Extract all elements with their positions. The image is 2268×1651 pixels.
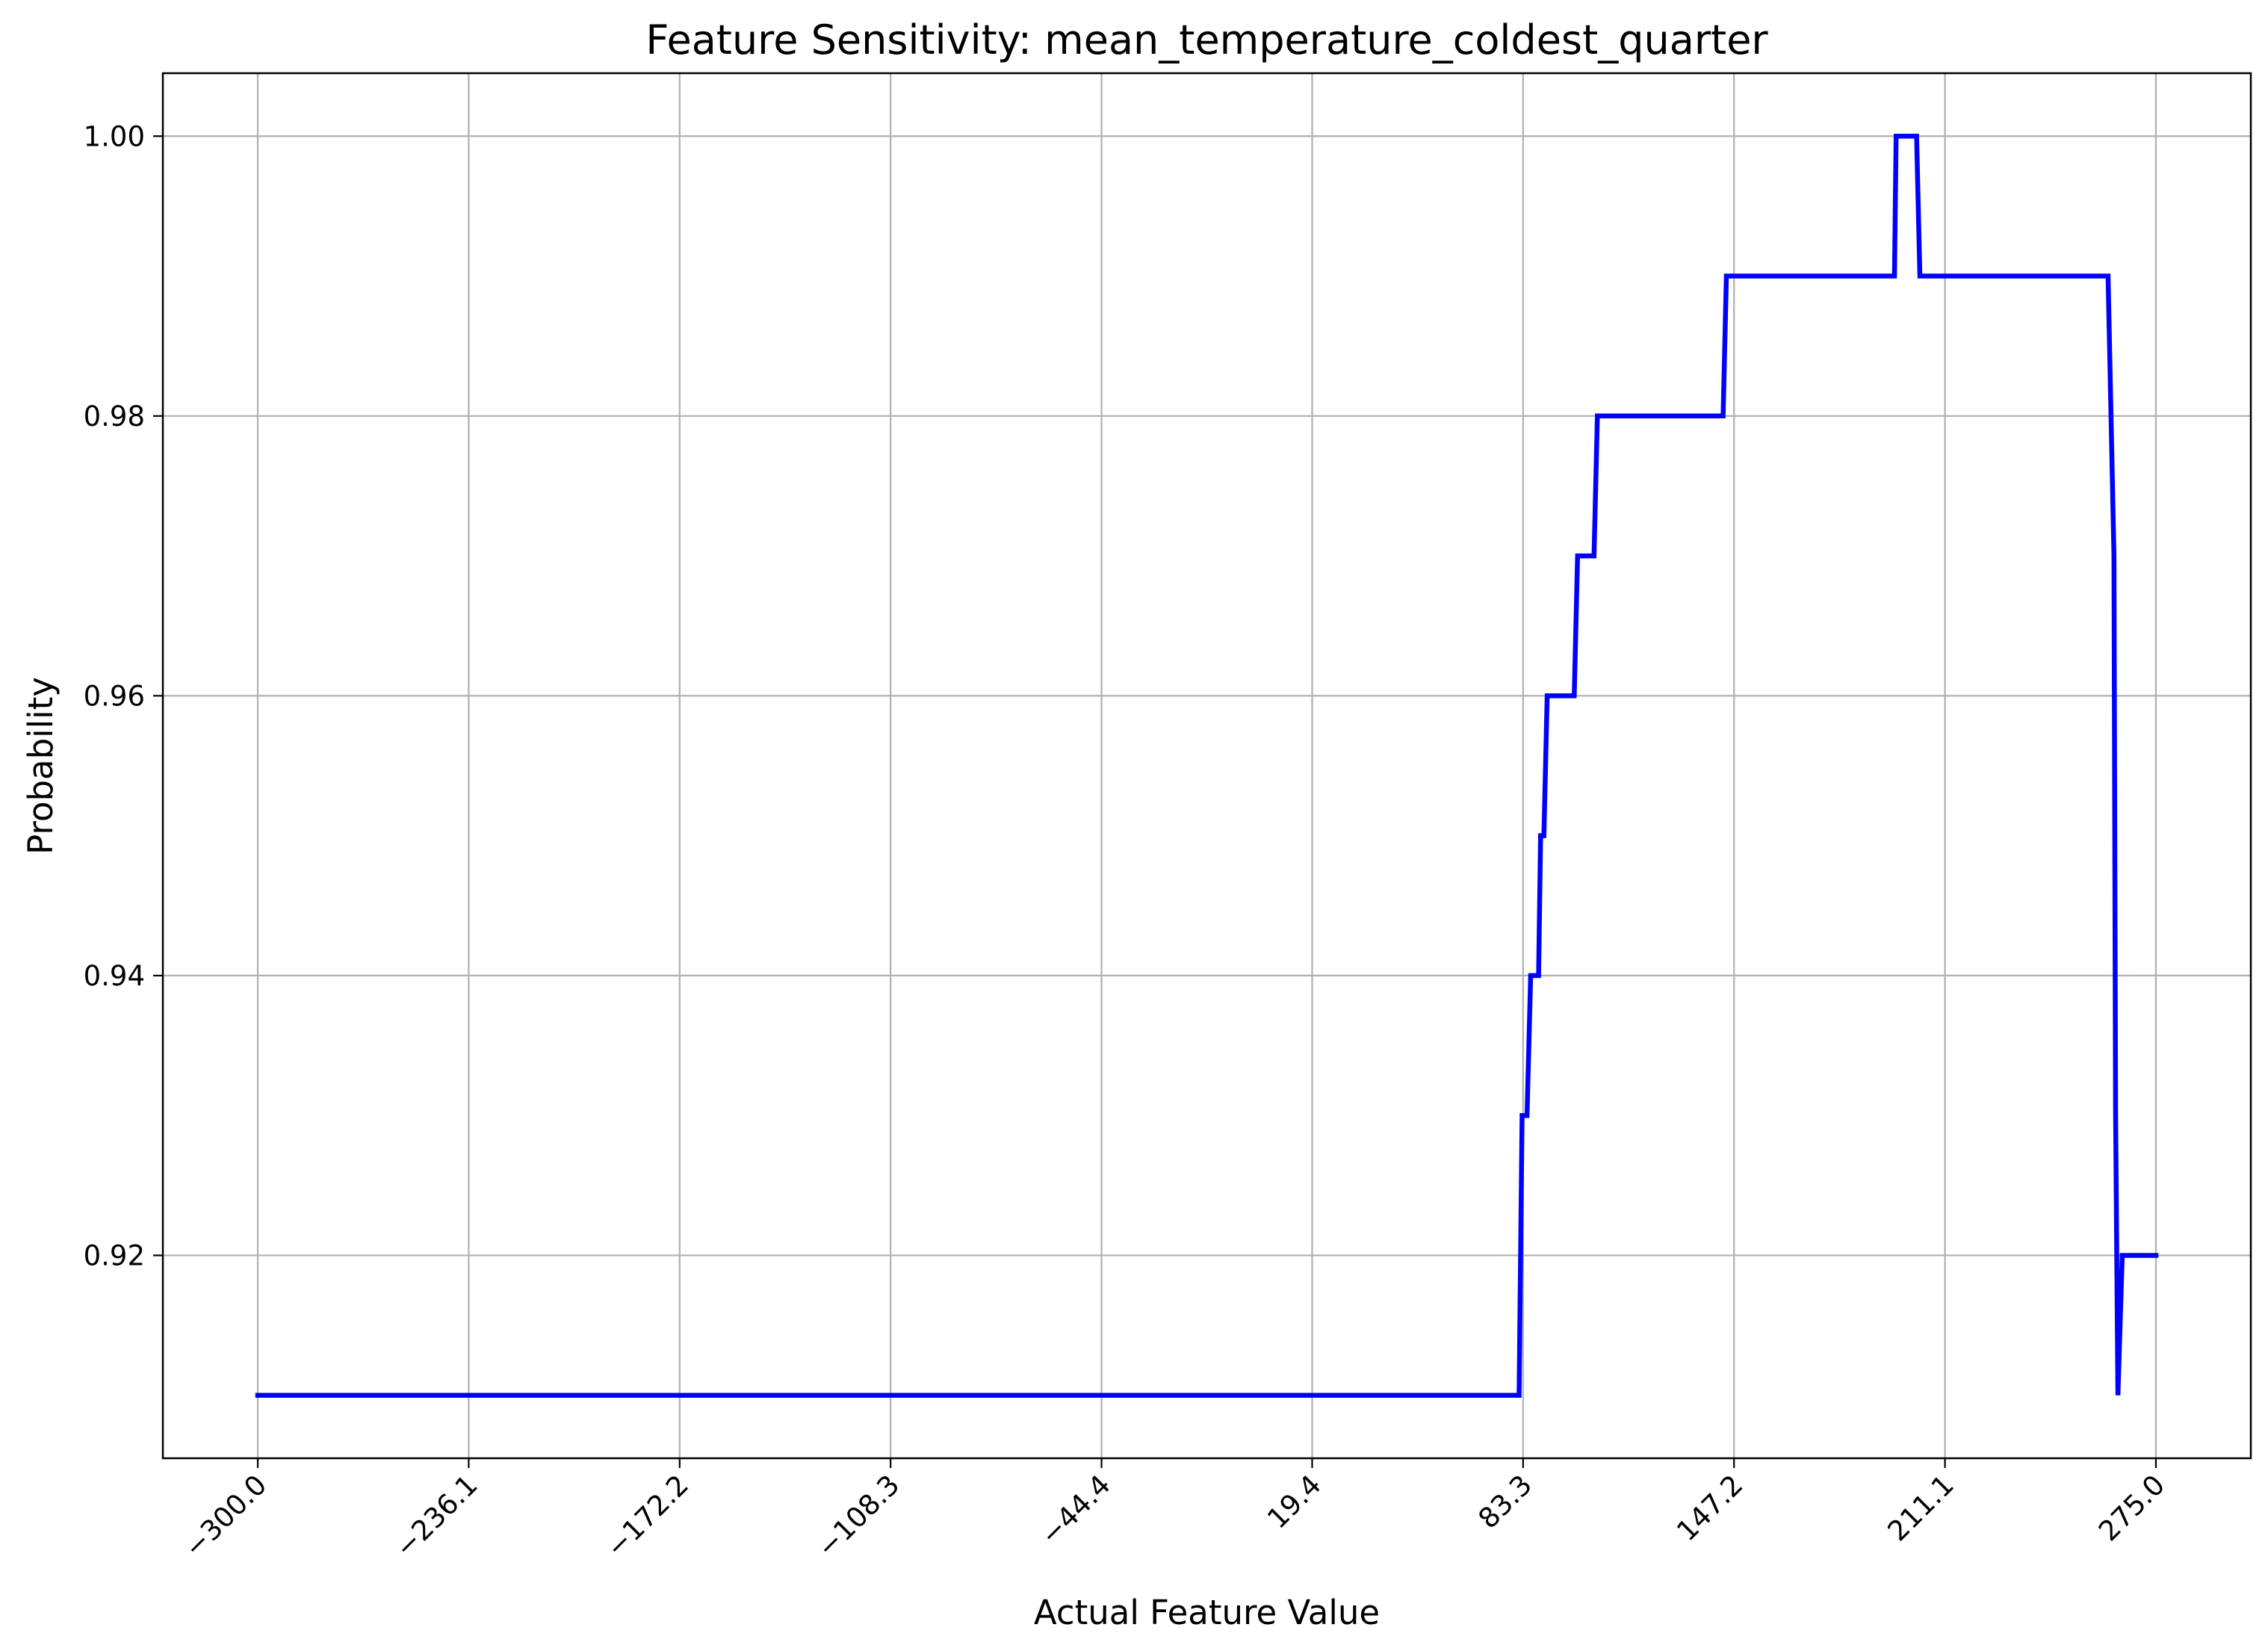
x-tick-label: 83.3 xyxy=(1472,1469,1539,1535)
y-tick-label: 1.00 xyxy=(84,120,145,152)
y-axis-label: Probability xyxy=(21,677,61,855)
y-tick-label: 0.94 xyxy=(84,960,145,992)
x-tick-label: 147.2 xyxy=(1670,1469,1749,1547)
plot-frame xyxy=(161,72,2252,1460)
x-tick-label: −236.1 xyxy=(389,1469,484,1564)
x-axis-label: Actual Feature Value xyxy=(1034,1593,1380,1632)
x-tick-label: −300.0 xyxy=(178,1469,273,1564)
tick-labels: −300.0 −236.1 −172.2 −108.3 −44.4 19.4 83.3 147… xyxy=(84,120,2172,1564)
x-tick-label: 211.1 xyxy=(1882,1469,1960,1547)
x-tick-label: −172.2 xyxy=(600,1469,695,1564)
x-tick-label: 19.4 xyxy=(1261,1469,1327,1535)
y-tick-label: 0.96 xyxy=(84,680,145,712)
grid-lines xyxy=(163,73,2251,1458)
series-line xyxy=(255,134,2159,1398)
series-layer xyxy=(255,134,2159,1398)
tick-marks xyxy=(153,135,2157,1468)
y-tick-label: 0.92 xyxy=(84,1239,145,1271)
y-tick-label: 0.98 xyxy=(84,400,145,433)
x-tick-label: 275.0 xyxy=(2092,1469,2171,1547)
x-tick-label: −44.4 xyxy=(1034,1469,1117,1552)
chart-title: Feature Sensitivity: mean_temperature_co… xyxy=(645,16,1768,64)
x-tick-label: −108.3 xyxy=(811,1469,905,1564)
